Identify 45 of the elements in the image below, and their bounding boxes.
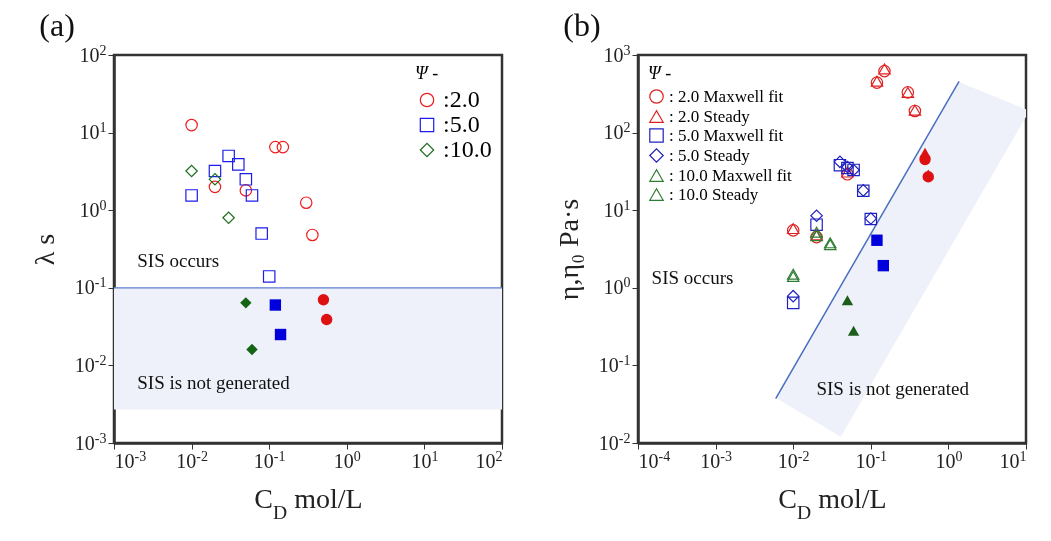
x-tick-label: 10$^{2}$ [475, 448, 503, 472]
x-axis-title: C$_{D}$ mol/L [254, 482, 363, 522]
x-tick-label: 10$^{-1}$ [855, 448, 888, 472]
y-tick-label: 10$^{0}$ [79, 197, 107, 221]
y-tick-label: 10$^{-2}$ [598, 430, 631, 454]
x-tick-label: 10$^{-3}$ [114, 448, 147, 472]
x-axis-title: C$_{D}$ mol/L [778, 482, 887, 522]
chart-title: (b) [563, 7, 601, 43]
legend-label: :2.0 [443, 86, 480, 112]
legend-title: Ψ - [415, 63, 439, 83]
y-tick-label: 10$^{2}$ [79, 42, 107, 66]
x-tick-label: 10$^{-1}$ [253, 448, 286, 472]
y-tick-label: 10$^{-1}$ [74, 274, 107, 299]
y-tick-label: 10$^{-1}$ [598, 352, 631, 376]
legend-label: :10.0 [443, 136, 492, 162]
legend-label: : 10.0 Maxwell fit [669, 165, 793, 185]
annotation: SIS occurs [137, 249, 220, 271]
legend-label: : 2.0 Maxwell fit [669, 86, 784, 106]
x-tick-label: 10$^{1}$ [999, 448, 1027, 472]
y-axis-title: λ s [28, 233, 60, 266]
legend-label: :5.0 [443, 111, 480, 137]
y-tick-label: 10$^{-2}$ [74, 352, 107, 376]
y-tick-label: 10$^{1}$ [79, 119, 107, 144]
y-tick-label: 10$^{1}$ [603, 197, 631, 221]
legend-label: : 5.0 Maxwell fit [669, 125, 784, 145]
legend-title: Ψ - [648, 63, 672, 83]
x-tick-label: 10$^{-2}$ [777, 448, 810, 472]
annotation: SIS is not generated [816, 377, 970, 399]
x-tick-label: 10$^{-3}$ [700, 448, 732, 472]
x-tick-label: 10$^{0}$ [333, 448, 361, 472]
legend-label: : 10.0 Steady [669, 184, 759, 204]
x-tick-label: 10$^{1}$ [411, 448, 439, 472]
legend-label: : 5.0 Steady [669, 145, 751, 165]
y-axis-title: η,η₀ Pa·s [552, 198, 584, 301]
x-tick-label: 10$^{0}$ [935, 448, 963, 472]
y-tick-label: 10$^{2}$ [603, 119, 631, 144]
y-tick-label: 10$^{0}$ [603, 274, 631, 299]
annotation: SIS is not generated [137, 371, 291, 393]
legend-label: : 2.0 Steady [669, 106, 751, 126]
chart-title: (a) [39, 7, 75, 43]
annotation: SIS occurs [651, 267, 734, 289]
y-tick-label: 10$^{-3}$ [74, 430, 107, 454]
y-tick-label: 10$^{3}$ [603, 42, 631, 66]
x-tick-label: 10$^{-2}$ [176, 448, 208, 472]
x-tick-label: 10$^{-4}$ [638, 448, 671, 472]
